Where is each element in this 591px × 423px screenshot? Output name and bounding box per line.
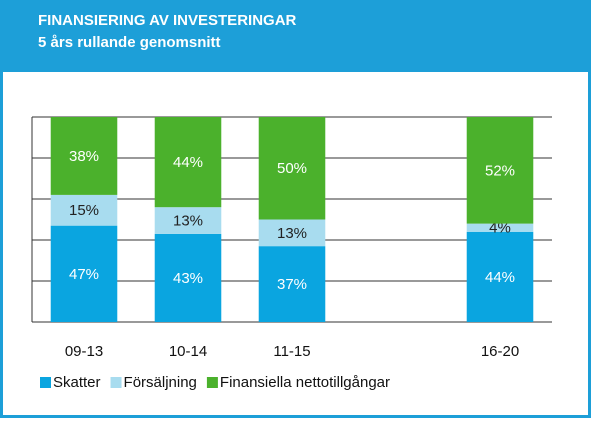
bar-segment xyxy=(258,219,326,247)
legend-label: Finansiella nettotillgångar xyxy=(220,374,390,391)
data-label: 4% xyxy=(489,220,511,237)
bar-segment xyxy=(258,246,326,322)
bar-segment xyxy=(50,117,118,195)
bar-segment xyxy=(154,207,222,234)
data-label: 47% xyxy=(69,266,99,283)
header xyxy=(0,0,591,72)
data-label: 43% xyxy=(173,270,203,287)
x-tick-label: 10-14 xyxy=(169,343,207,360)
data-label: 13% xyxy=(277,225,307,242)
legend-swatch xyxy=(206,377,218,388)
data-label: 44% xyxy=(173,154,203,171)
x-tick-label: 09-13 xyxy=(65,343,103,360)
bar-segment xyxy=(154,233,222,322)
x-tick-label: 16-20 xyxy=(481,343,519,360)
data-label: 15% xyxy=(69,202,99,219)
data-label: 13% xyxy=(173,212,203,229)
legend-label: Skatter xyxy=(53,374,101,391)
data-label: 52% xyxy=(485,162,515,179)
bar-segment xyxy=(50,225,118,322)
bar-segment xyxy=(154,117,222,208)
chart-subtitle: 5 års rullande genomsnitt xyxy=(38,34,221,51)
bar-segment xyxy=(50,194,118,226)
legend-swatch xyxy=(110,377,122,388)
bar-segment xyxy=(466,117,534,224)
bar-segment xyxy=(466,223,534,232)
x-tick-label: 11-15 xyxy=(273,343,310,360)
data-label: 44% xyxy=(485,269,515,286)
legend-swatch xyxy=(40,377,51,388)
chart-title: FINANSIERING AV INVESTERINGAR xyxy=(38,12,297,29)
data-label: 50% xyxy=(277,160,307,177)
bar-segment xyxy=(466,231,534,322)
data-label: 38% xyxy=(69,148,99,165)
data-label: 37% xyxy=(277,276,307,293)
legend-label: Försäljning xyxy=(124,374,197,391)
bar-segment xyxy=(258,117,326,220)
